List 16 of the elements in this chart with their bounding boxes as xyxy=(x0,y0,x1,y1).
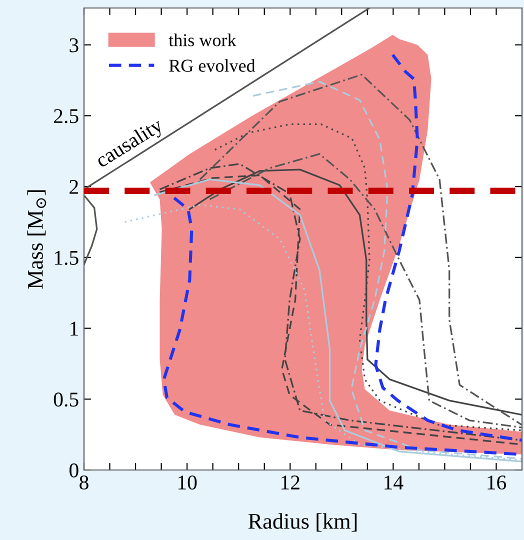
x-tick-label: 14 xyxy=(384,476,404,490)
y-tick-label: 0.5 xyxy=(54,392,78,407)
y-tick-label: 2 xyxy=(70,180,78,194)
legend-label: this work xyxy=(168,34,236,46)
x-tick-label: 10 xyxy=(178,475,197,490)
y-axis-title: Mass [M$_{⊙}$] xyxy=(27,190,46,289)
y-tick-label: 2.5 xyxy=(54,109,78,124)
y-tick-label: 3 xyxy=(70,38,78,52)
x-axis-title: Radius [km] xyxy=(248,513,357,532)
x-tick-label: 16 xyxy=(488,476,506,490)
y-tick-label: 0 xyxy=(70,463,78,478)
y-tick-label: 1 xyxy=(70,322,78,336)
x-tick-label: 8 xyxy=(80,475,88,490)
y-tick-label: 1.5 xyxy=(54,250,78,265)
x-tick-label: 12 xyxy=(282,476,300,490)
legend-label: RG evolved xyxy=(169,59,256,72)
